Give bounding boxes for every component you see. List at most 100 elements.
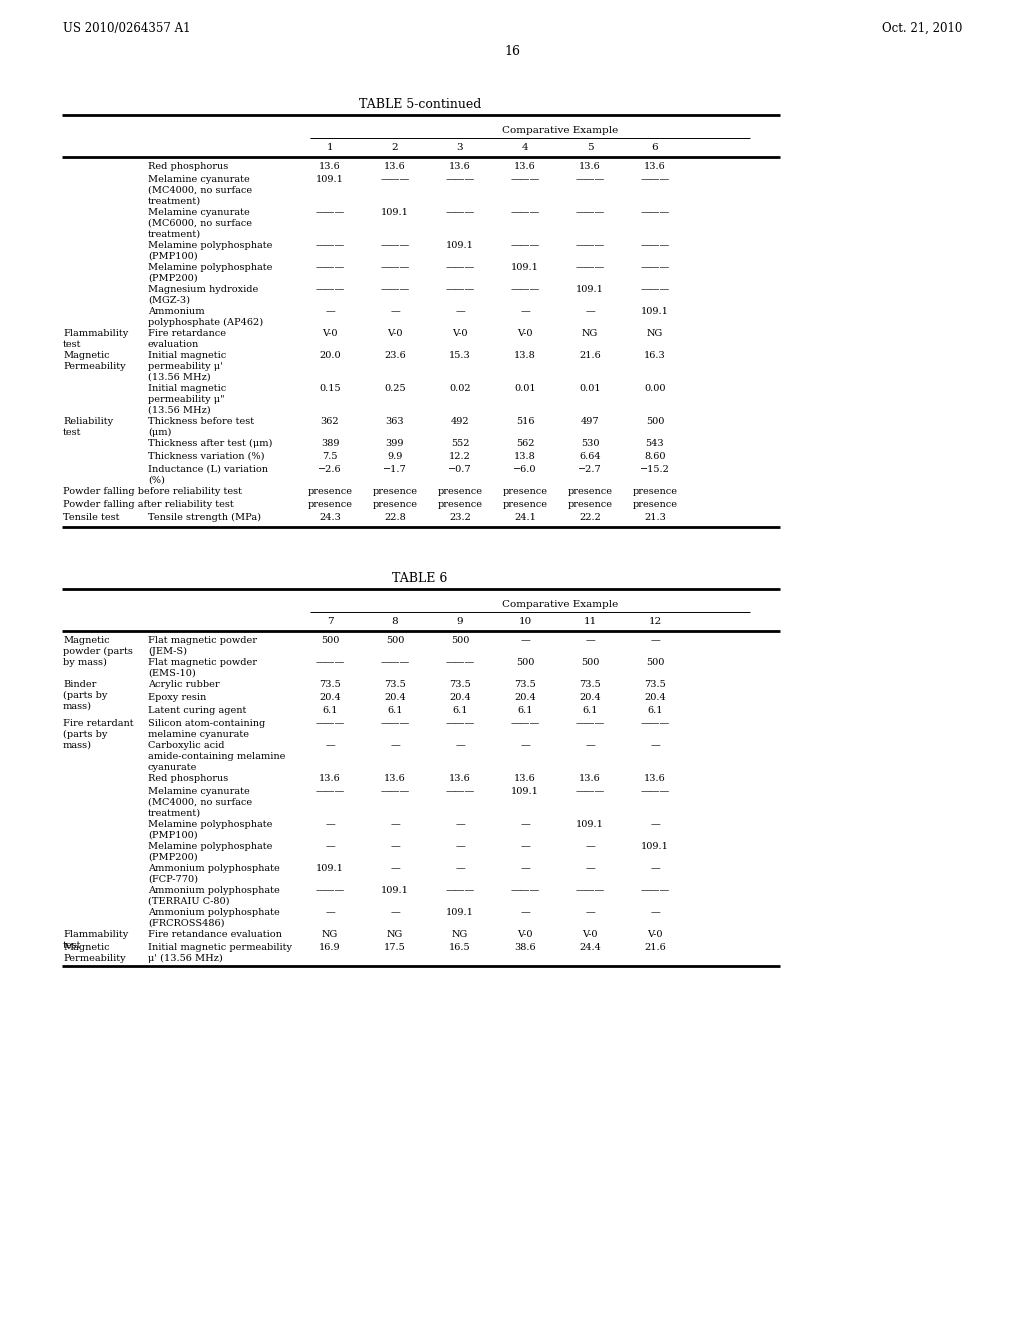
- Text: −6.0: −6.0: [513, 465, 537, 474]
- Text: —: —: [390, 820, 400, 829]
- Text: presence: presence: [503, 500, 548, 510]
- Text: 6.1: 6.1: [323, 706, 338, 715]
- Text: 109.1: 109.1: [316, 176, 344, 183]
- Text: 21.6: 21.6: [580, 351, 601, 360]
- Text: TABLE 6: TABLE 6: [392, 572, 447, 585]
- Text: Melamine polyphosphate
(PMP100): Melamine polyphosphate (PMP100): [148, 820, 272, 840]
- Text: Melamine cyanurate
(MC6000, no surface
treatment): Melamine cyanurate (MC6000, no surface t…: [148, 209, 252, 239]
- Text: 21.6: 21.6: [644, 942, 666, 952]
- Text: ———: ———: [510, 886, 540, 895]
- Text: 6.1: 6.1: [517, 706, 532, 715]
- Text: ———: ———: [380, 285, 410, 294]
- Text: presence: presence: [437, 487, 482, 496]
- Text: Powder falling after reliability test: Powder falling after reliability test: [63, 500, 233, 510]
- Text: Initial magnetic permeability
μ' (13.56 MHz): Initial magnetic permeability μ' (13.56 …: [148, 942, 292, 962]
- Text: 13.6: 13.6: [384, 162, 406, 172]
- Text: 9: 9: [457, 616, 463, 626]
- Text: Ammonium polyphosphate
(FRCROSS486): Ammonium polyphosphate (FRCROSS486): [148, 908, 280, 928]
- Text: Ammonium polyphosphate
(FCP-770): Ammonium polyphosphate (FCP-770): [148, 865, 280, 884]
- Text: 6.1: 6.1: [453, 706, 468, 715]
- Text: ———: ———: [575, 787, 604, 796]
- Text: —: —: [455, 865, 465, 873]
- Text: ———: ———: [575, 263, 604, 272]
- Text: −2.7: −2.7: [579, 465, 602, 474]
- Text: 0.15: 0.15: [319, 384, 341, 393]
- Text: 0.02: 0.02: [450, 384, 471, 393]
- Text: 73.5: 73.5: [580, 680, 601, 689]
- Text: Fire retardance
evaluation: Fire retardance evaluation: [148, 329, 226, 348]
- Text: −1.7: −1.7: [383, 465, 407, 474]
- Text: ———: ———: [445, 886, 475, 895]
- Text: Tensile test: Tensile test: [63, 513, 120, 521]
- Text: Melamine cyanurate
(MC4000, no surface
treatment): Melamine cyanurate (MC4000, no surface t…: [148, 176, 252, 206]
- Text: 109.1: 109.1: [316, 865, 344, 873]
- Text: −2.6: −2.6: [318, 465, 342, 474]
- Text: ———: ———: [445, 263, 475, 272]
- Text: 73.5: 73.5: [514, 680, 536, 689]
- Text: —: —: [520, 741, 529, 750]
- Text: 500: 500: [516, 657, 535, 667]
- Text: 15.3: 15.3: [450, 351, 471, 360]
- Text: 363: 363: [386, 417, 404, 426]
- Text: 0.00: 0.00: [644, 384, 666, 393]
- Text: —: —: [326, 308, 335, 315]
- Text: 22.2: 22.2: [579, 513, 601, 521]
- Text: ———: ———: [510, 209, 540, 216]
- Text: 109.1: 109.1: [511, 263, 539, 272]
- Text: 500: 500: [581, 657, 599, 667]
- Text: —: —: [455, 308, 465, 315]
- Text: 13.8: 13.8: [514, 451, 536, 461]
- Text: 23.2: 23.2: [450, 513, 471, 521]
- Text: —: —: [650, 820, 659, 829]
- Text: —: —: [585, 842, 595, 851]
- Text: 13.6: 13.6: [319, 774, 341, 783]
- Text: 552: 552: [451, 440, 469, 447]
- Text: ———: ———: [315, 242, 345, 249]
- Text: ———: ———: [445, 719, 475, 729]
- Text: ———: ———: [315, 719, 345, 729]
- Text: 389: 389: [321, 440, 339, 447]
- Text: —: —: [390, 842, 400, 851]
- Text: ———: ———: [315, 886, 345, 895]
- Text: ———: ———: [380, 657, 410, 667]
- Text: ———: ———: [380, 242, 410, 249]
- Text: ———: ———: [315, 263, 345, 272]
- Text: 4: 4: [521, 143, 528, 152]
- Text: NG: NG: [452, 931, 468, 939]
- Text: 516: 516: [516, 417, 535, 426]
- Text: presence: presence: [437, 500, 482, 510]
- Text: ———: ———: [380, 176, 410, 183]
- Text: 13.6: 13.6: [580, 774, 601, 783]
- Text: 543: 543: [646, 440, 665, 447]
- Text: —: —: [326, 908, 335, 917]
- Text: 12: 12: [648, 616, 662, 626]
- Text: 8.60: 8.60: [644, 451, 666, 461]
- Text: ———: ———: [510, 285, 540, 294]
- Text: ———: ———: [575, 719, 604, 729]
- Text: presence: presence: [307, 500, 352, 510]
- Text: Inductance (L) variation
(%): Inductance (L) variation (%): [148, 465, 268, 484]
- Text: 13.6: 13.6: [644, 774, 666, 783]
- Text: 73.5: 73.5: [319, 680, 341, 689]
- Text: 6.1: 6.1: [387, 706, 402, 715]
- Text: Initial magnetic
permeability μ'
(13.56 MHz): Initial magnetic permeability μ' (13.56 …: [148, 351, 226, 381]
- Text: 24.3: 24.3: [319, 513, 341, 521]
- Text: presence: presence: [503, 487, 548, 496]
- Text: ———: ———: [640, 263, 670, 272]
- Text: Flammability
test: Flammability test: [63, 931, 128, 950]
- Text: —: —: [390, 865, 400, 873]
- Text: Ammonium polyphosphate
(TERRAIU C-80): Ammonium polyphosphate (TERRAIU C-80): [148, 886, 280, 906]
- Text: ———: ———: [510, 176, 540, 183]
- Text: —: —: [390, 741, 400, 750]
- Text: Melamine polyphosphate
(PMP200): Melamine polyphosphate (PMP200): [148, 842, 272, 862]
- Text: 9.9: 9.9: [387, 451, 402, 461]
- Text: —: —: [585, 308, 595, 315]
- Text: Reliability
test: Reliability test: [63, 417, 113, 437]
- Text: 0.01: 0.01: [580, 384, 601, 393]
- Text: 24.4: 24.4: [579, 942, 601, 952]
- Text: 109.1: 109.1: [641, 842, 669, 851]
- Text: presence: presence: [373, 487, 418, 496]
- Text: ———: ———: [315, 209, 345, 216]
- Text: V-0: V-0: [387, 329, 402, 338]
- Text: ———: ———: [640, 719, 670, 729]
